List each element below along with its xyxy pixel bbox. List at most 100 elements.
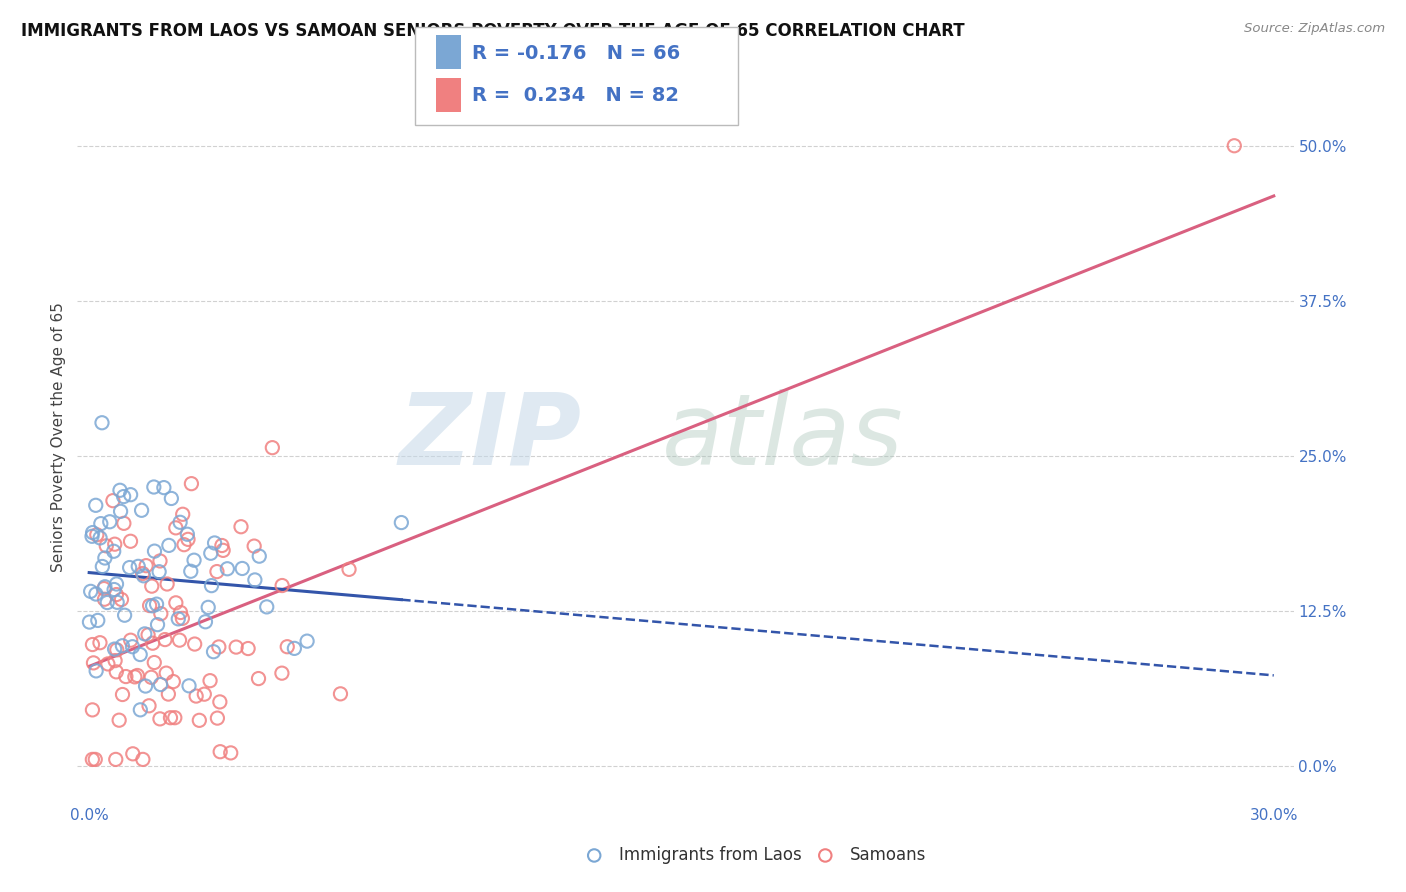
Point (169, 633, 191, 648)
Point (172, 508, 194, 522)
Point (177, 679, 200, 693)
Point (225, 640, 247, 654)
Point (186, 689, 208, 703)
Point (108, 713, 131, 727)
Point (96, 595, 118, 609)
Point (114, 608, 136, 623)
Point (143, 656, 166, 670)
Point (93, 592, 115, 607)
Point (82, 703, 104, 717)
Point (262, 441, 284, 455)
Point (143, 544, 166, 558)
Point (105, 577, 128, 591)
Y-axis label: Seniors Poverty Over the Age of 65: Seniors Poverty Over the Age of 65 (51, 302, 66, 572)
Point (176, 527, 198, 541)
Point (162, 674, 184, 689)
Point (149, 554, 172, 568)
Point (111, 688, 134, 702)
Point (131, 566, 153, 581)
Point (142, 636, 165, 650)
Point (172, 611, 194, 625)
Point (101, 493, 124, 508)
Point (236, 641, 259, 656)
Point (80, 529, 103, 543)
Point (112, 490, 135, 504)
Point (131, 503, 153, 517)
Point (97, 657, 120, 671)
Point (148, 565, 170, 579)
Point (149, 677, 172, 691)
Point (247, 672, 270, 686)
Point (212, 543, 235, 558)
Point (271, 666, 294, 681)
Point (173, 538, 195, 552)
Point (79, 584, 101, 599)
Point (208, 640, 231, 654)
Point (209, 745, 232, 759)
Point (276, 640, 298, 654)
Point (105, 588, 128, 602)
Point (217, 562, 239, 576)
Point (183, 553, 205, 567)
Point (94, 551, 117, 566)
Point (1223, 138, 1246, 153)
Point (145, 597, 167, 611)
Text: R = -0.176   N = 66: R = -0.176 N = 66 (472, 44, 681, 62)
Point (169, 606, 191, 620)
Point (138, 599, 160, 613)
Point (165, 521, 187, 535)
Point (93, 582, 115, 596)
Point (141, 670, 163, 684)
Point (91, 559, 114, 574)
Point (134, 627, 156, 641)
Point (153, 632, 176, 647)
Point (118, 560, 141, 574)
Point (177, 533, 200, 547)
Point (138, 698, 160, 713)
Point (96, 539, 118, 553)
Point (183, 637, 205, 651)
Point (142, 599, 165, 613)
Point (84, 587, 107, 601)
Point (91, 416, 114, 430)
Point (243, 573, 266, 587)
Point (165, 596, 187, 610)
Point (159, 711, 181, 725)
Point (229, 520, 252, 534)
Text: IMMIGRANTS FROM LAOS VS SAMOAN SENIORS POVERTY OVER THE AGE OF 65 CORRELATION CH: IMMIGRANTS FROM LAOS VS SAMOAN SENIORS P… (21, 22, 965, 40)
Point (108, 483, 131, 498)
Point (104, 654, 127, 668)
Point (89, 531, 111, 545)
Point (129, 648, 152, 662)
Point (283, 641, 305, 656)
Point (200, 546, 222, 560)
Point (82, 752, 104, 766)
Point (132, 569, 155, 583)
Point (104, 642, 127, 657)
Point (271, 578, 294, 592)
Point (110, 592, 132, 607)
Point (104, 752, 127, 766)
Point (169, 516, 191, 530)
Point (243, 539, 266, 553)
Text: Source: ZipAtlas.com: Source: ZipAtlas.com (1244, 22, 1385, 36)
Point (180, 564, 202, 578)
Point (82, 638, 104, 652)
Point (247, 549, 270, 564)
Point (87, 614, 110, 628)
Text: Immigrants from Laos: Immigrants from Laos (619, 847, 801, 864)
Point (120, 488, 142, 502)
Point (124, 670, 146, 684)
Point (204, 536, 226, 550)
Point (136, 628, 159, 642)
Point (89, 636, 111, 650)
Text: Samoans: Samoans (849, 847, 927, 864)
Point (156, 577, 179, 591)
Point (193, 687, 215, 701)
Point (86, 528, 108, 542)
Point (329, 687, 352, 701)
Point (160, 491, 183, 506)
Point (135, 679, 157, 693)
Point (112, 516, 135, 531)
Point (155, 666, 177, 681)
